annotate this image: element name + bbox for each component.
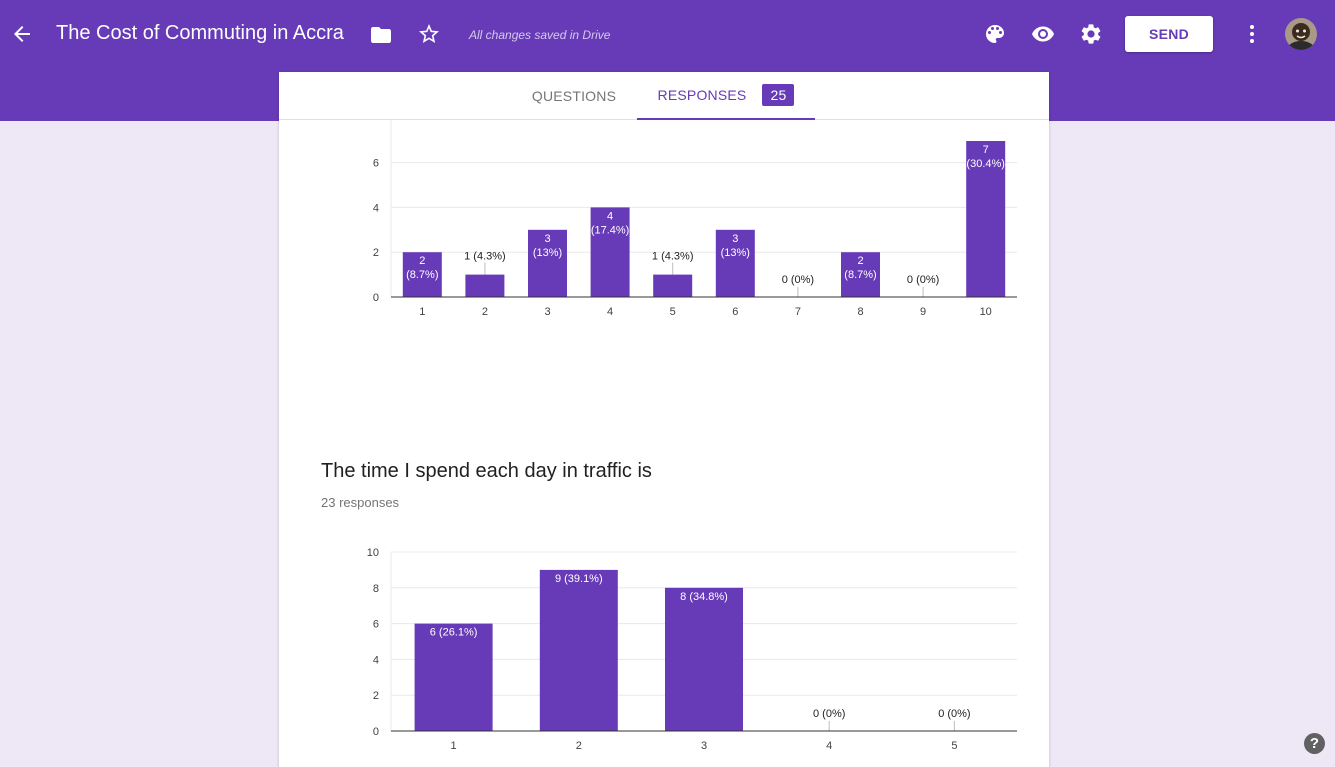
save-status: All changes saved in Drive xyxy=(469,28,611,42)
tab-questions-label: QUESTIONS xyxy=(531,88,617,104)
bar xyxy=(841,252,880,297)
y-tick-label: 10 xyxy=(367,547,379,559)
data-label: 9 (39.1%) xyxy=(555,573,603,585)
data-label: 7 xyxy=(983,144,989,156)
data-label: 3 xyxy=(544,233,550,245)
data-label: 1 (4.3%) xyxy=(652,251,694,263)
x-tick-label: 4 xyxy=(607,306,613,318)
data-label: (17.4%) xyxy=(591,224,630,236)
bar xyxy=(539,569,618,731)
data-label: (30.4%) xyxy=(966,158,1005,170)
bar xyxy=(715,229,755,297)
data-label: 0 (0%) xyxy=(938,708,970,720)
x-tick-label: 6 xyxy=(732,306,738,318)
bar xyxy=(966,141,1006,297)
data-label: 0 (0%) xyxy=(813,708,845,720)
y-tick-label: 8 xyxy=(373,583,379,595)
responses-card xyxy=(279,72,1049,767)
question-title: The time I spend each day in traffic is xyxy=(321,460,652,482)
bar xyxy=(665,587,743,731)
y-tick-label: 6 xyxy=(373,619,379,631)
x-tick-label: 5 xyxy=(670,306,676,318)
star-outline-icon[interactable] xyxy=(416,21,442,47)
data-label: 6 (26.1%) xyxy=(430,627,478,639)
bar xyxy=(414,623,493,731)
help-icon[interactable]: ? xyxy=(1304,733,1325,754)
bar xyxy=(590,207,630,297)
data-label: (8.7%) xyxy=(844,269,876,281)
x-tick-label: 3 xyxy=(544,306,550,318)
folder-icon[interactable] xyxy=(368,22,394,48)
data-label: 0 (0%) xyxy=(782,274,814,286)
bar xyxy=(402,252,442,297)
data-label: 4 xyxy=(607,210,613,222)
y-tick-label: 0 xyxy=(373,292,379,304)
x-tick-label: 1 xyxy=(451,740,457,752)
x-tick-label: 7 xyxy=(795,306,801,318)
y-tick-label: 6 xyxy=(373,158,379,170)
more-vert-icon[interactable] xyxy=(1242,21,1262,47)
bar xyxy=(528,229,567,297)
x-tick-label: 4 xyxy=(826,740,832,752)
tab-responses-label: RESPONSES xyxy=(657,87,747,103)
arrow-back-icon[interactable] xyxy=(8,20,36,48)
data-label: (13%) xyxy=(721,247,750,259)
y-tick-label: 0 xyxy=(373,726,379,738)
response-count: 23 responses xyxy=(321,495,400,510)
x-tick-label: 9 xyxy=(920,306,926,318)
y-tick-label: 4 xyxy=(373,654,379,666)
x-tick-label: 8 xyxy=(857,306,863,318)
data-label: 2 xyxy=(419,255,425,267)
y-tick-label: 2 xyxy=(373,690,379,702)
bar xyxy=(653,274,693,297)
x-tick-label: 3 xyxy=(701,740,707,752)
data-label: (13%) xyxy=(533,247,562,259)
x-tick-label: 2 xyxy=(482,306,488,318)
send-button[interactable]: SEND xyxy=(1125,16,1213,52)
tab-questions[interactable]: QUESTIONS xyxy=(516,72,632,120)
x-tick-label: 2 xyxy=(576,740,582,752)
data-label: 0 (0%) xyxy=(907,274,939,286)
x-tick-label: 5 xyxy=(951,740,957,752)
gear-icon[interactable] xyxy=(1078,21,1104,47)
x-tick-label: 1 xyxy=(419,306,425,318)
y-tick-label: 4 xyxy=(373,202,379,214)
responses-count-badge: 25 xyxy=(762,84,795,106)
data-label: 8 (34.8%) xyxy=(680,591,728,603)
x-tick-label: 10 xyxy=(980,306,992,318)
data-label: 1 (4.3%) xyxy=(464,251,506,263)
y-tick-label: 2 xyxy=(373,247,379,259)
data-label: 2 xyxy=(857,255,863,267)
palette-icon[interactable] xyxy=(982,21,1008,47)
tab-responses[interactable]: RESPONSES 25 xyxy=(637,72,815,120)
avatar[interactable] xyxy=(1285,18,1317,50)
tab-bar: QUESTIONS RESPONSES 25 xyxy=(279,72,1049,120)
eye-icon[interactable] xyxy=(1029,21,1057,47)
form-title[interactable]: The Cost of Commuting in Accra xyxy=(56,22,344,44)
bar xyxy=(465,274,505,297)
data-label: 3 xyxy=(732,233,738,245)
data-label: (8.7%) xyxy=(406,269,438,281)
